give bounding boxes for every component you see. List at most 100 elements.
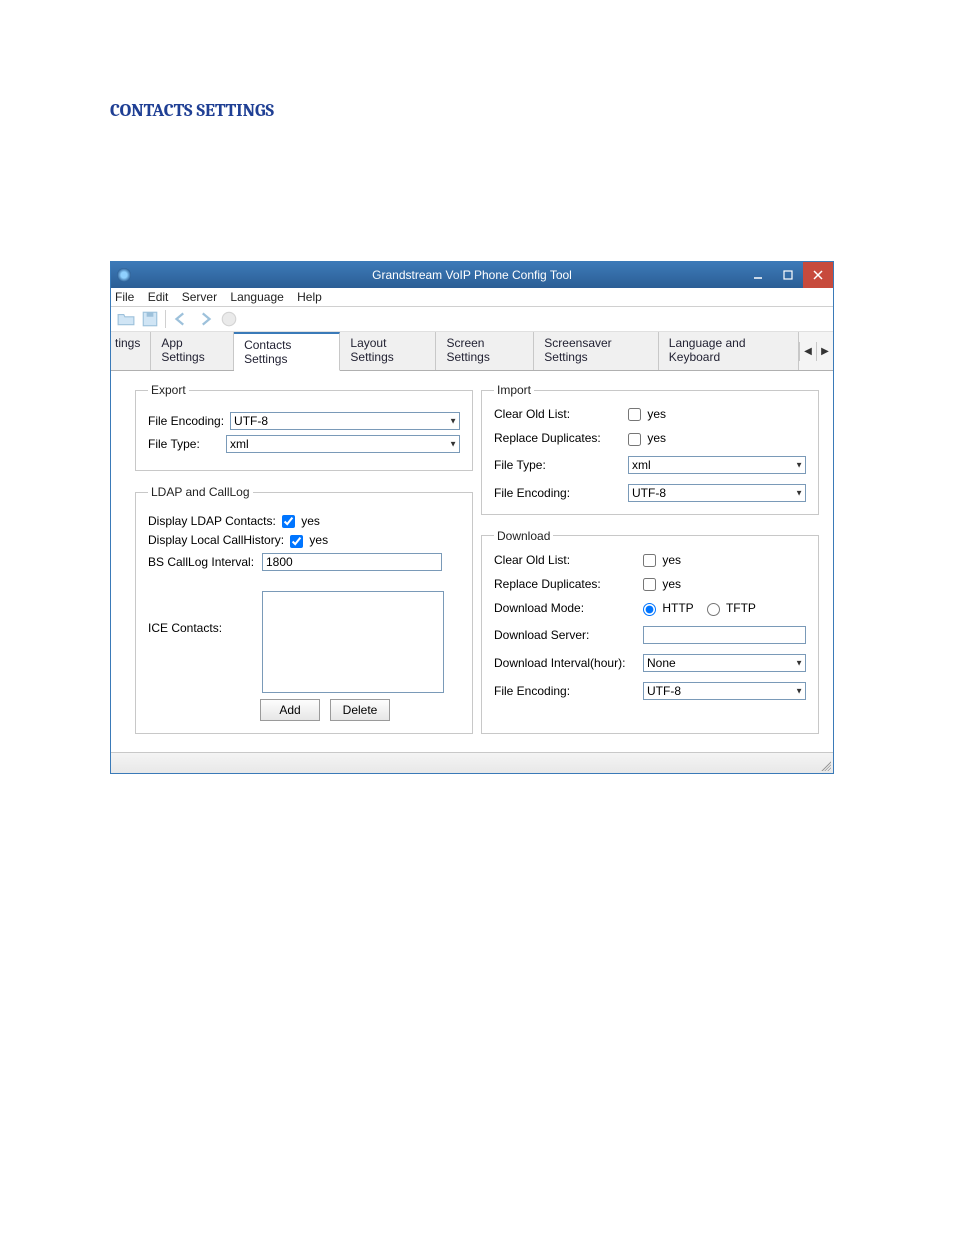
save-icon[interactable] bbox=[141, 310, 159, 328]
toolbar-separator bbox=[165, 310, 166, 328]
download-interval-label: Download Interval(hour): bbox=[494, 656, 639, 670]
menu-file[interactable]: File bbox=[115, 290, 134, 304]
chevron-down-icon: ▼ bbox=[795, 658, 803, 667]
import-encoding-combo[interactable]: UTF-8 ▼ bbox=[628, 484, 806, 502]
menubar: File Edit Server Language Help bbox=[111, 288, 833, 307]
download-clearold-opt: yes bbox=[662, 553, 681, 567]
download-server-input[interactable] bbox=[643, 626, 806, 644]
app-window: Grandstream VoIP Phone Config Tool File … bbox=[110, 261, 834, 774]
download-mode-http-label[interactable]: HTTP bbox=[643, 601, 697, 615]
titlebar: Grandstream VoIP Phone Config Tool bbox=[111, 262, 833, 288]
download-mode-tftp-text: TFTP bbox=[726, 601, 756, 615]
download-mode-http-text: HTTP bbox=[662, 601, 693, 615]
tab-layout-settings[interactable]: Layout Settings bbox=[340, 332, 436, 370]
import-replacedup-checkbox-label[interactable]: yes bbox=[628, 431, 806, 445]
import-replacedup-checkbox[interactable] bbox=[628, 433, 641, 446]
export-encoding-combo[interactable]: UTF-8 ▼ bbox=[230, 412, 460, 430]
download-group: Download Clear Old List: yes Replace Dup… bbox=[481, 529, 819, 734]
import-clearold-checkbox[interactable] bbox=[628, 408, 641, 421]
import-filetype-combo[interactable]: xml ▼ bbox=[628, 456, 806, 474]
download-mode-tftp-radio[interactable] bbox=[707, 603, 720, 616]
menu-help[interactable]: Help bbox=[297, 290, 322, 304]
import-clearold-opt: yes bbox=[647, 407, 666, 421]
doc-heading: CONTACTS SETTINGS bbox=[110, 100, 844, 121]
download-interval-value: None bbox=[647, 656, 676, 670]
delete-button[interactable]: Delete bbox=[330, 699, 390, 721]
tab-screen-settings[interactable]: Screen Settings bbox=[436, 332, 534, 370]
bs-interval-input[interactable]: 1800 bbox=[262, 553, 442, 571]
download-clearold-checkbox[interactable] bbox=[643, 554, 656, 567]
import-group: Import Clear Old List: yes Replace Dupli… bbox=[481, 383, 819, 515]
chevron-down-icon: ▼ bbox=[449, 440, 457, 449]
display-local-checkbox[interactable] bbox=[290, 535, 303, 548]
menu-server[interactable]: Server bbox=[182, 290, 217, 304]
import-replacedup-opt: yes bbox=[647, 431, 666, 445]
export-encoding-label: File Encoding: bbox=[148, 414, 224, 428]
ice-contacts-listbox[interactable] bbox=[262, 591, 444, 693]
export-filetype-combo[interactable]: xml ▼ bbox=[226, 435, 460, 453]
display-local-checkbox-label[interactable]: yes bbox=[290, 533, 328, 547]
bs-interval-value: 1800 bbox=[266, 555, 293, 569]
download-clearold-checkbox-label[interactable]: yes bbox=[643, 553, 806, 567]
tab-app-settings[interactable]: App Settings bbox=[151, 332, 234, 370]
folder-open-icon[interactable] bbox=[117, 310, 135, 328]
tabstrip: tings App Settings Contacts Settings Lay… bbox=[111, 332, 833, 371]
export-group: Export File Encoding: UTF-8 ▼ File Type:… bbox=[135, 383, 473, 471]
menu-language[interactable]: Language bbox=[230, 290, 283, 304]
tab-scroll-right[interactable]: ▶ bbox=[816, 342, 833, 361]
download-mode-http-radio[interactable] bbox=[643, 603, 656, 616]
download-mode-label: Download Mode: bbox=[494, 601, 639, 615]
ice-contacts-label: ICE Contacts: bbox=[148, 591, 256, 635]
export-filetype-label: File Type: bbox=[148, 437, 220, 451]
chevron-down-icon: ▼ bbox=[449, 417, 457, 426]
chevron-down-icon: ▼ bbox=[795, 488, 803, 497]
statusbar bbox=[111, 752, 833, 773]
download-encoding-combo[interactable]: UTF-8 ▼ bbox=[643, 682, 806, 700]
chevron-down-icon: ▼ bbox=[795, 460, 803, 469]
ldap-legend: LDAP and CallLog bbox=[148, 485, 253, 499]
import-replacedup-label: Replace Duplicates: bbox=[494, 431, 624, 445]
tab-contacts-settings[interactable]: Contacts Settings bbox=[234, 332, 340, 371]
download-replacedup-checkbox[interactable] bbox=[643, 578, 656, 591]
import-filetype-value: xml bbox=[632, 458, 651, 472]
import-filetype-label: File Type: bbox=[494, 458, 624, 472]
export-legend: Export bbox=[148, 383, 189, 397]
tab-screensaver-settings[interactable]: Screensaver Settings bbox=[534, 332, 658, 370]
bs-interval-label: BS CallLog Interval: bbox=[148, 555, 256, 569]
display-local-opt: yes bbox=[309, 533, 328, 547]
close-button[interactable] bbox=[803, 262, 833, 288]
minimize-button[interactable] bbox=[743, 262, 773, 288]
import-clearold-checkbox-label[interactable]: yes bbox=[628, 407, 806, 421]
maximize-button[interactable] bbox=[773, 262, 803, 288]
display-ldap-checkbox[interactable] bbox=[282, 515, 295, 528]
download-clearold-label: Clear Old List: bbox=[494, 553, 639, 567]
ldap-group: LDAP and CallLog Display LDAP Contacts: … bbox=[135, 485, 473, 734]
tab-scroll-left[interactable]: ◀ bbox=[799, 342, 816, 361]
circle-icon[interactable] bbox=[220, 310, 238, 328]
import-clearold-label: Clear Old List: bbox=[494, 407, 624, 421]
app-icon bbox=[117, 268, 131, 282]
download-replacedup-opt: yes bbox=[662, 577, 681, 591]
forward-arrow-icon[interactable] bbox=[196, 310, 214, 328]
window-title: Grandstream VoIP Phone Config Tool bbox=[372, 268, 572, 282]
import-encoding-label: File Encoding: bbox=[494, 486, 624, 500]
chevron-down-icon: ▼ bbox=[795, 686, 803, 695]
menu-edit[interactable]: Edit bbox=[148, 290, 169, 304]
tab-language-keyboard[interactable]: Language and Keyboard bbox=[659, 332, 799, 370]
import-encoding-value: UTF-8 bbox=[632, 486, 666, 500]
download-interval-combo[interactable]: None ▼ bbox=[643, 654, 806, 672]
resize-grip-icon[interactable] bbox=[819, 759, 831, 771]
tab-partial-prev[interactable]: tings bbox=[111, 332, 151, 370]
export-encoding-value: UTF-8 bbox=[234, 414, 268, 428]
display-ldap-label: Display LDAP Contacts: bbox=[148, 514, 276, 528]
download-mode-tftp-label[interactable]: TFTP bbox=[707, 601, 756, 615]
toolbar bbox=[111, 307, 833, 332]
back-arrow-icon[interactable] bbox=[172, 310, 190, 328]
display-ldap-checkbox-label[interactable]: yes bbox=[282, 514, 320, 528]
download-encoding-label: File Encoding: bbox=[494, 684, 639, 698]
download-legend: Download bbox=[494, 529, 553, 543]
download-encoding-value: UTF-8 bbox=[647, 684, 681, 698]
download-replacedup-checkbox-label[interactable]: yes bbox=[643, 577, 806, 591]
display-local-label: Display Local CallHistory: bbox=[148, 533, 284, 547]
add-button[interactable]: Add bbox=[260, 699, 320, 721]
